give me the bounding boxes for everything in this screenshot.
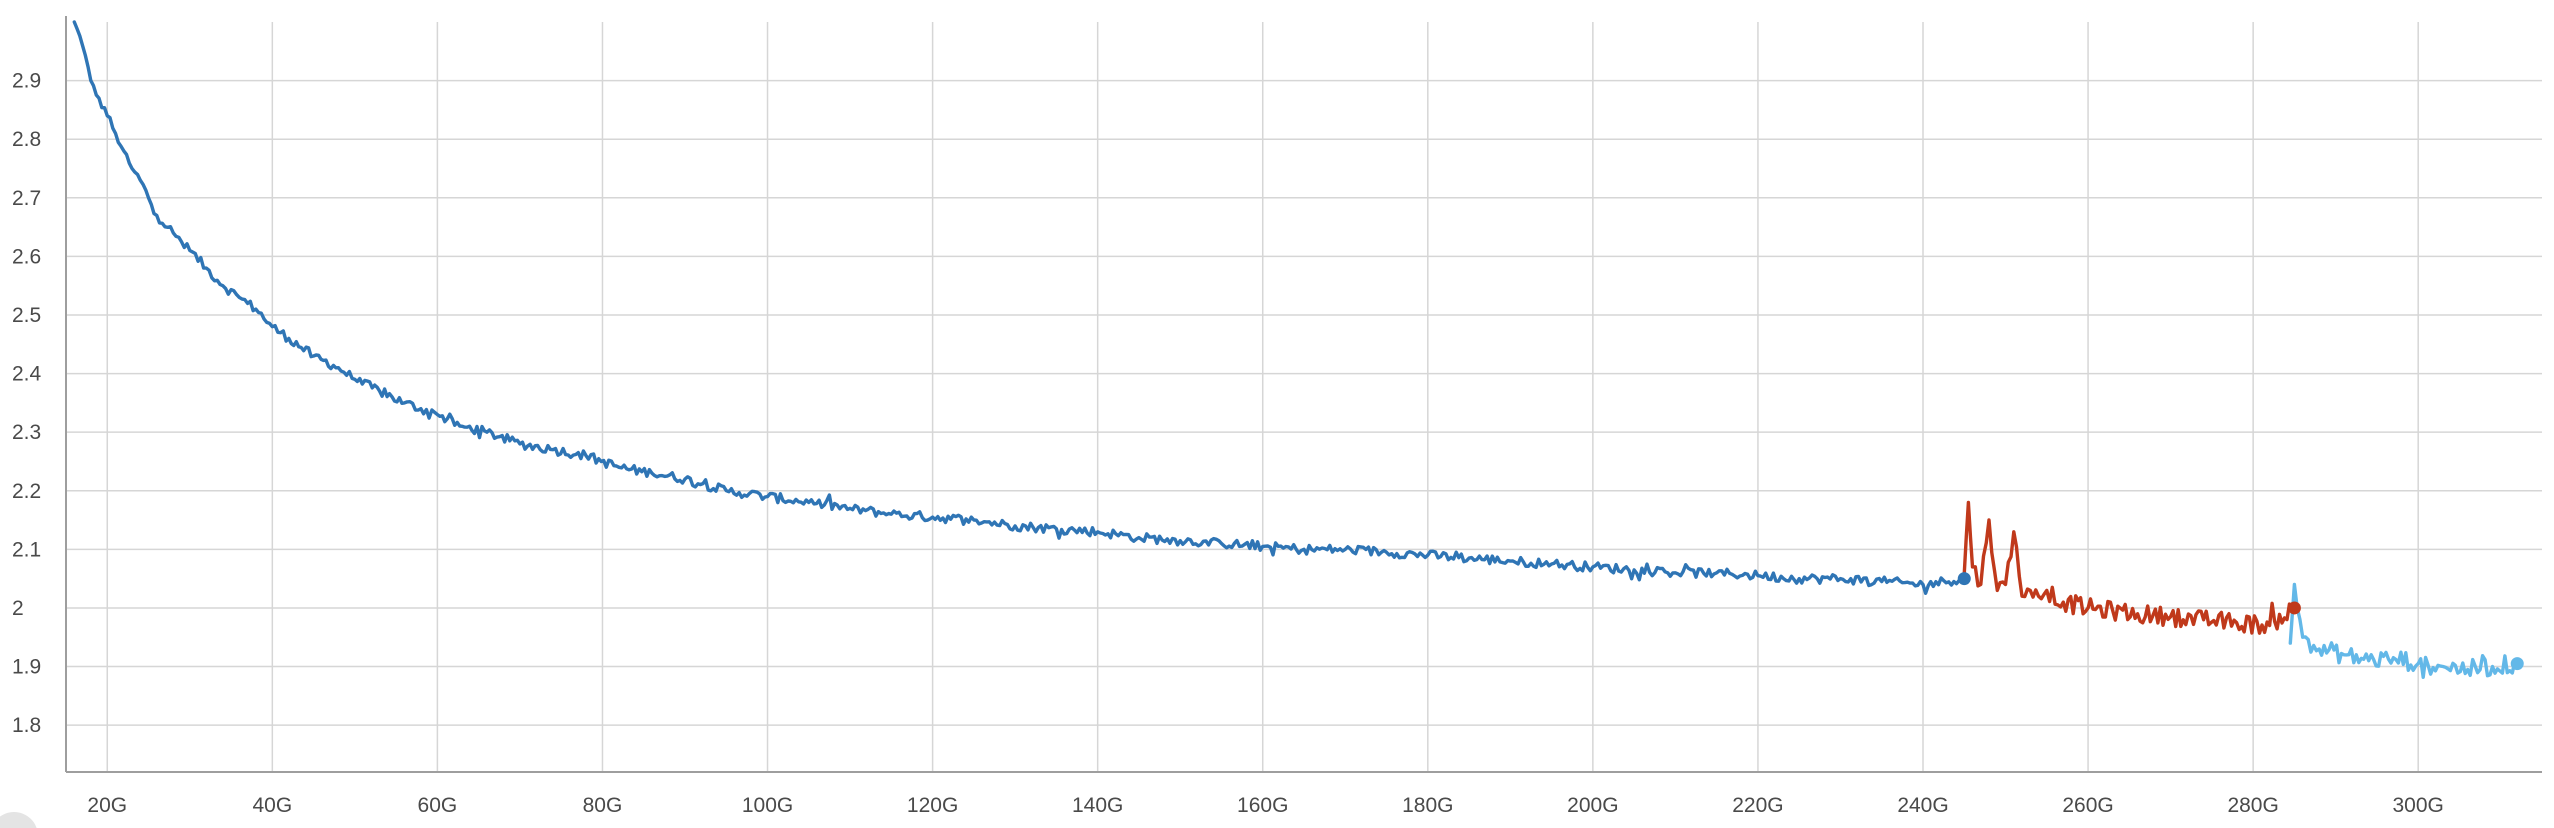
x-tick-label: 100G	[742, 794, 793, 817]
y-tick-label: 2.8	[12, 128, 41, 151]
y-tick-label: 2	[12, 597, 24, 620]
x-tick-label: 160G	[1237, 794, 1288, 817]
corner-badge	[0, 812, 37, 828]
series-1-end-marker[interactable]	[1957, 572, 1971, 586]
y-tick-label: 2.1	[12, 538, 41, 561]
y-tick-label: 1.8	[12, 714, 41, 737]
x-tick-label: 300G	[2393, 794, 2444, 817]
series-3-end-marker[interactable]	[2510, 657, 2524, 671]
y-tick-label: 1.9	[12, 656, 41, 679]
x-tick-label: 80G	[583, 794, 623, 817]
x-tick-label: 220G	[1732, 794, 1783, 817]
y-tick-label: 2.7	[12, 187, 41, 210]
x-tick-label: 180G	[1402, 794, 1453, 817]
y-tick-label: 2.9	[12, 70, 41, 93]
x-tick-label: 240G	[1897, 794, 1948, 817]
series-1-line	[72, 20, 1966, 595]
x-tick-label: 40G	[252, 794, 292, 817]
y-tick-label: 2.6	[12, 245, 41, 268]
x-tick-label: 200G	[1567, 794, 1618, 817]
series-group	[72, 20, 2519, 679]
series-end-markers	[1957, 572, 2524, 671]
x-tick-label: 280G	[2227, 794, 2278, 817]
series-3-line	[2288, 582, 2519, 679]
x-tick-label: 140G	[1072, 794, 1123, 817]
vertical-gridlines	[106, 22, 2419, 772]
y-tick-label: 2.5	[12, 304, 41, 327]
y-axis-tick-labels: 1.8 1.9 2 2.1 2.2 2.3 2.4 2.5 2.6 2.7 2.8 2.9	[12, 70, 42, 738]
y-tick-label: 2.3	[12, 421, 41, 444]
series-2-line	[1962, 500, 2297, 635]
y-tick-label: 2.2	[12, 480, 41, 503]
series-2-end-marker[interactable]	[2287, 601, 2301, 615]
x-tick-label: 120G	[907, 794, 958, 817]
x-tick-label: 20G	[87, 794, 127, 817]
x-tick-label: 60G	[418, 794, 458, 817]
axes	[65, 16, 2542, 773]
y-tick-label: 2.4	[12, 363, 42, 386]
x-tick-label: 260G	[2062, 794, 2113, 817]
x-axis-tick-labels: 20G 40G 60G 80G 100G 120G 140G 160G 180G 200G 220G…	[87, 794, 2443, 817]
